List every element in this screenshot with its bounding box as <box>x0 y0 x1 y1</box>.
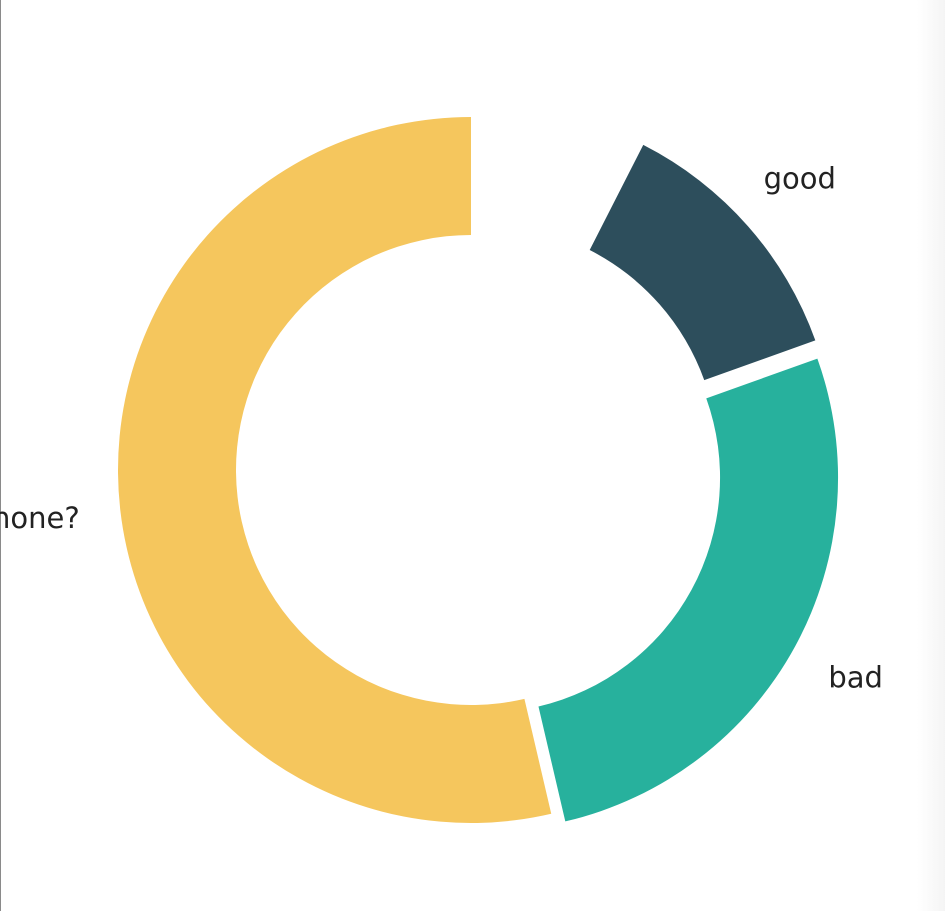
slice-bad <box>538 358 839 822</box>
slice-label: good <box>764 162 836 196</box>
labels-group: good bad none? <box>0 162 883 695</box>
window-left-edge <box>0 0 1 911</box>
slice-label: bad <box>828 660 883 694</box>
slice-none <box>117 117 552 824</box>
slice-label: none? <box>0 501 80 535</box>
window-right-edge <box>917 0 945 911</box>
slice-good <box>589 144 816 381</box>
slices-group <box>117 117 839 824</box>
